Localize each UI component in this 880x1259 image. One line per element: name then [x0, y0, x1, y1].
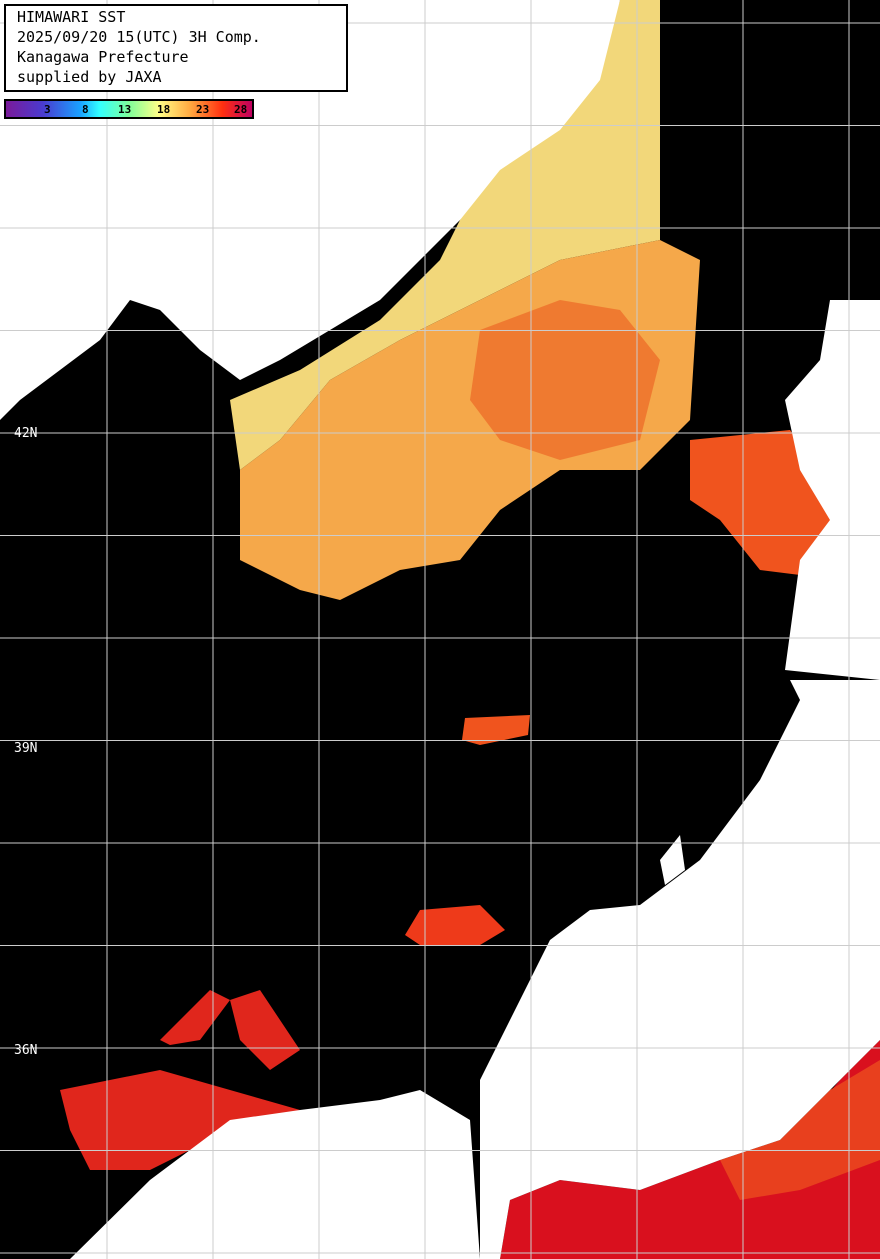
colorbar: 3 8 13 18 23 28: [4, 99, 254, 119]
title-box: HIMAWARI SST 2025/09/20 15(UTC) 3H Comp.…: [4, 4, 348, 92]
colorbar-tick: 28: [234, 103, 248, 116]
land-sado-island: [660, 835, 685, 885]
sst-orange-deep: [470, 300, 660, 460]
lat-label-42n: 42N: [14, 426, 38, 441]
land-hokkaido: [785, 300, 880, 680]
colorbar-tick: 3: [44, 103, 51, 116]
colorbar-tick: 13: [118, 103, 132, 116]
sst-red-se: [720, 1060, 880, 1200]
sst-patch-39n: [462, 715, 530, 745]
map-credit: supplied by JAXA: [17, 68, 162, 86]
colorbar-tick: 23: [196, 103, 210, 116]
lat-label-39n: 39N: [14, 741, 38, 756]
land-korea: [70, 1090, 480, 1259]
map-organization: Kanagawa Prefecture: [17, 48, 189, 66]
colorbar-tick: 18: [157, 103, 171, 116]
land-honshu: [480, 680, 880, 1259]
sst-patch-37n: [405, 905, 505, 945]
sst-crimson-se: [500, 1040, 880, 1259]
map-title: HIMAWARI SST: [17, 8, 126, 26]
lat-label-36n: 36N: [14, 1043, 38, 1058]
colorbar-tick: 8: [82, 103, 89, 116]
map-datetime: 2025/09/20 15(UTC) 3H Comp.: [17, 28, 261, 46]
